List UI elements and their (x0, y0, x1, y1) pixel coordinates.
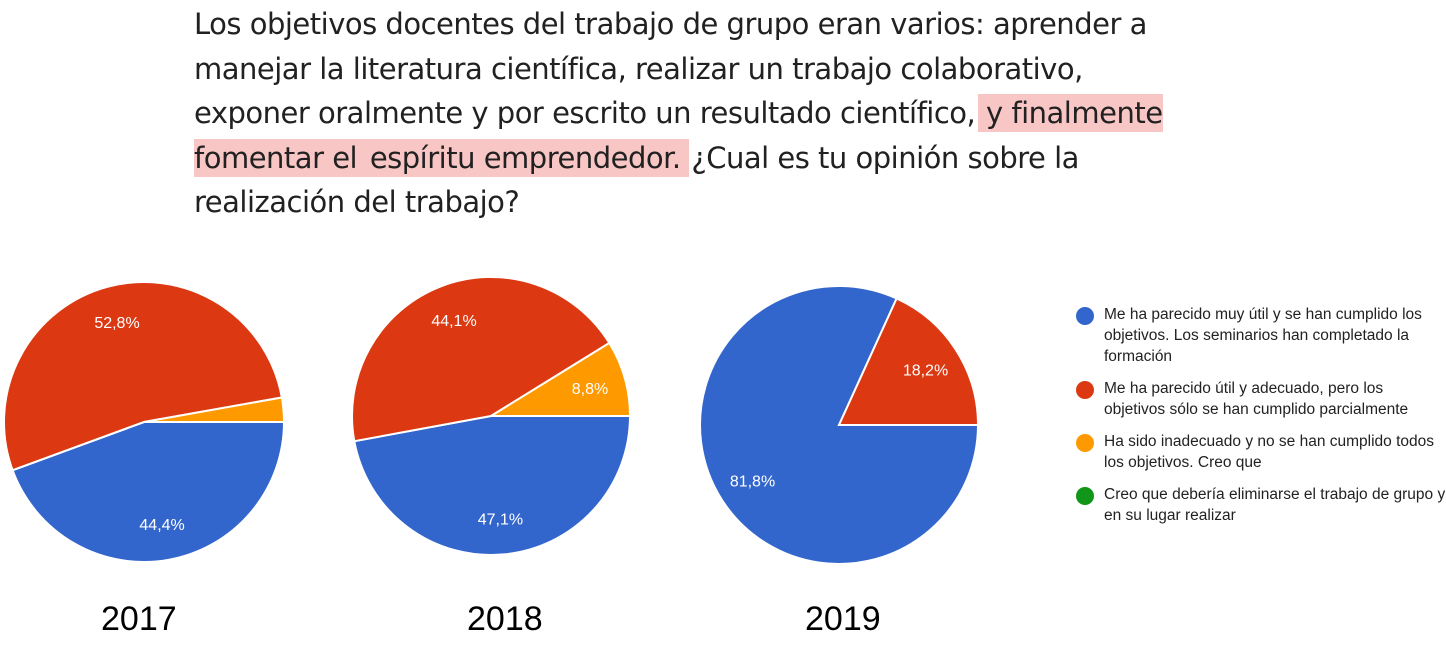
pie-slice-label: 18,2% (903, 362, 948, 379)
pie-2019: 81,8% 18,2% (699, 285, 980, 565)
legend-swatch-blue (1076, 307, 1094, 325)
legend-swatch-green (1076, 487, 1094, 505)
pie-slice-label: 52,8% (94, 315, 139, 332)
pie-slice-red (351, 276, 611, 443)
pie-slice-label: 47,1% (478, 511, 523, 528)
pie-slice-label: 8,8% (572, 381, 608, 398)
pie-slice-label: 44,1% (431, 313, 476, 330)
year-label-2018: 2018 (467, 600, 543, 638)
chart-legend: Me ha parecido muy útil y se han cumplid… (1074, 304, 1446, 537)
year-label-2019: 2019 (805, 600, 881, 638)
legend-label: Me ha parecido útil y adecuado, pero los… (1104, 380, 1409, 418)
legend-item: Me ha parecido muy útil y se han cumplid… (1074, 304, 1446, 367)
pie-slice-red (3, 280, 284, 472)
legend-swatch-red (1076, 381, 1094, 399)
year-label-2017: 2017 (101, 600, 177, 638)
pie-slice-blue (11, 421, 286, 563)
question-part-2: ¿Cual es tu opinión sobre la realización… (194, 140, 1079, 220)
legend-item: Creo que debería eliminarse el trabajo d… (1074, 484, 1446, 526)
legend-item: Me ha parecido útil y adecuado, pero los… (1074, 378, 1446, 420)
pie-slice-orange (143, 396, 286, 423)
question-text: Los objetivos docentes del trabajo de gr… (194, 2, 1204, 225)
legend-label: Ha sido inadecuado y no se han cumplido … (1104, 433, 1435, 471)
question-highlight-2: espíritu emprendedor. (361, 138, 689, 177)
legend-label: Creo que debería eliminarse el trabajo d… (1104, 486, 1446, 524)
pie-slice-label: 81,8% (730, 474, 775, 491)
pie-2018: 47,1% 44,1% 8,8% (351, 276, 632, 556)
pie-2017: 44,4% 52,8% (3, 280, 286, 563)
pie-slice-blue (699, 285, 980, 565)
question-part-1: Los objetivos docentes del trabajo de gr… (194, 7, 1147, 130)
pie-slice-label: 44,4% (139, 517, 184, 534)
legend-label: Me ha parecido muy útil y se han cumplid… (1104, 306, 1422, 365)
pie-slice-red (837, 297, 980, 426)
legend-swatch-orange (1076, 434, 1094, 452)
legend-item: Ha sido inadecuado y no se han cumplido … (1074, 431, 1446, 473)
pie-slice-blue (353, 415, 632, 556)
pie-slice-orange (487, 341, 632, 417)
